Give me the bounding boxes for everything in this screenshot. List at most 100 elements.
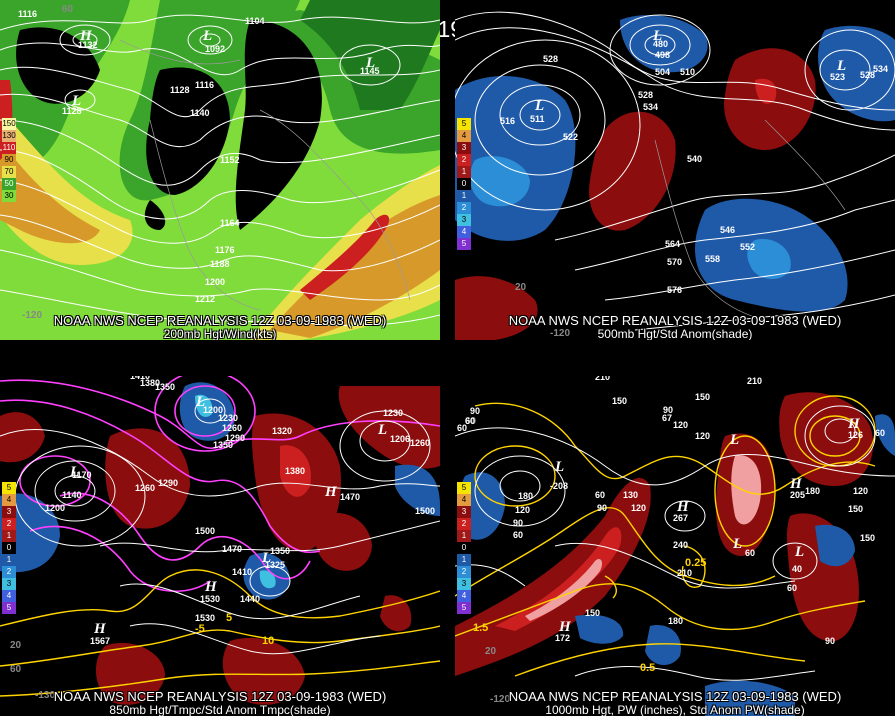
height-label: 90 <box>663 405 673 415</box>
panel-caption: NOAA NWS NCEP REANALYSIS 12Z 03-09-1983 … <box>53 689 387 704</box>
height-label: 150 <box>695 392 710 402</box>
legend-item: 5 <box>457 118 471 130</box>
height-label: 480 <box>653 39 668 49</box>
legend-item: 1 <box>457 190 471 202</box>
height-label: 1380 <box>140 378 160 388</box>
height-label: 267 <box>673 513 688 523</box>
panel-500mb: 20 -120 528 480 498 504 510 528 534 516 … <box>455 0 895 340</box>
pressure-center: L <box>377 422 387 438</box>
height-label: 1128 <box>62 106 82 116</box>
map-500mb: 20 -120 528 480 498 504 510 528 534 516 … <box>455 0 895 340</box>
legend-item: 4 <box>457 226 471 238</box>
pw-label: 0.5 <box>640 662 655 674</box>
temp-label: 10 <box>262 635 274 647</box>
temp-label: 5 <box>226 612 232 624</box>
height-label: 150 <box>612 396 627 406</box>
map-850mb: 60 20 -130 1410 1380 1350 1200 1230 1260… <box>0 376 440 716</box>
height-label: 1116 <box>195 80 214 90</box>
height-label: 60 <box>465 416 475 426</box>
height-label: 205 <box>790 490 805 500</box>
height-label: 180 <box>805 486 820 496</box>
pressure-center: L <box>69 464 79 480</box>
panel-caption: NOAA NWS NCEP REANALYSIS 12Z 03-09-1983 … <box>508 689 842 704</box>
height-label: 1128 <box>170 85 190 95</box>
height-label: 1410 <box>130 376 150 381</box>
pressure-center: L <box>729 432 739 448</box>
height-label: 60 <box>513 530 523 540</box>
legend-item: 4 <box>2 494 16 506</box>
height-label: 1325 <box>265 560 285 570</box>
pressure-center: H <box>789 476 803 492</box>
anomaly-legend: 5 4 3 2 1 0 1 2 3 4 5 <box>457 482 471 614</box>
legend-item: 3 <box>457 578 471 590</box>
height-label: 1200 <box>205 277 225 287</box>
pressure-center: H <box>93 621 107 637</box>
height-label: 1500 <box>195 526 215 536</box>
panel-850mb: 60 20 -130 1410 1380 1350 1200 1230 1260… <box>0 376 440 716</box>
height-label: 1200 <box>45 503 65 513</box>
height-label: 1176 <box>215 245 235 255</box>
height-label: 528 <box>860 70 875 80</box>
lat-label: 60 <box>62 4 74 15</box>
pressure-center: H <box>324 484 338 500</box>
panel-subtitle: 200mb Hgt/Wind(kts) <box>163 327 277 340</box>
height-label: 1350 <box>270 546 290 556</box>
height-label: 504 <box>655 67 670 77</box>
height-label: 510 <box>680 67 695 77</box>
height-label: 576 <box>667 285 682 295</box>
legend-item: 5 <box>457 482 471 494</box>
height-label: 528 <box>638 90 653 100</box>
pressure-center: L <box>794 544 804 560</box>
height-label: 1350 <box>155 382 175 392</box>
height-label: 90 <box>513 518 523 528</box>
height-label: 552 <box>740 242 755 252</box>
legend-item: 90 <box>2 154 16 166</box>
height-label: 90 <box>470 406 480 416</box>
height-label: 523 <box>830 72 845 82</box>
legend-item: 2 <box>457 566 471 578</box>
legend-item: 5 <box>457 602 471 614</box>
height-label: 1164 <box>220 218 240 228</box>
height-label: 1530 <box>195 613 215 623</box>
height-label: 534 <box>873 64 888 74</box>
height-label: 1350 <box>213 440 233 450</box>
height-label: 516 <box>500 116 515 126</box>
pressure-center: H <box>79 28 93 44</box>
legend-item: 5 <box>2 602 16 614</box>
height-label: 564 <box>665 239 680 249</box>
pressure-center: L <box>195 394 205 410</box>
pw-label: 1.5 <box>473 622 488 634</box>
legend-item: 3 <box>457 214 471 226</box>
height-label: 120 <box>673 420 688 430</box>
legend-item: 3 <box>457 142 471 154</box>
height-label: 180 <box>518 491 533 501</box>
pw-label: 0.25 <box>685 557 706 569</box>
legend-item: 3 <box>457 506 471 518</box>
height-label: 150 <box>860 533 875 543</box>
height-label: 1145 <box>360 66 380 76</box>
map-200mb: 60 -120 1116 1104 1132 1092 1145 1128 11… <box>0 0 440 340</box>
legend-item: 0 <box>457 178 471 190</box>
height-label: 60 <box>457 423 467 433</box>
height-label: 1260 <box>135 483 155 493</box>
pressure-center: L <box>554 459 564 475</box>
height-label: 60 <box>595 490 605 500</box>
legend-item: 5 <box>2 482 16 494</box>
height-label: 120 <box>695 431 710 441</box>
height-label: 1410 <box>232 567 252 577</box>
height-label: 1567 <box>90 636 110 646</box>
height-label: 1230 <box>383 408 403 418</box>
lon-label: -120 <box>22 310 42 321</box>
height-label: 67 <box>662 413 672 423</box>
height-label: 498 <box>655 50 670 60</box>
legend-item: 130 <box>2 130 16 142</box>
legend-item: 1 <box>457 554 471 566</box>
height-label: 60 <box>787 583 797 593</box>
legend-item: 50 <box>2 178 16 190</box>
height-label: 210 <box>747 376 762 386</box>
lon-label: -120 <box>550 328 570 339</box>
lat-label: 60 <box>10 664 22 675</box>
height-label: 1104 <box>245 16 265 26</box>
legend-item: 3 <box>2 506 16 518</box>
legend-item: 2 <box>2 566 16 578</box>
